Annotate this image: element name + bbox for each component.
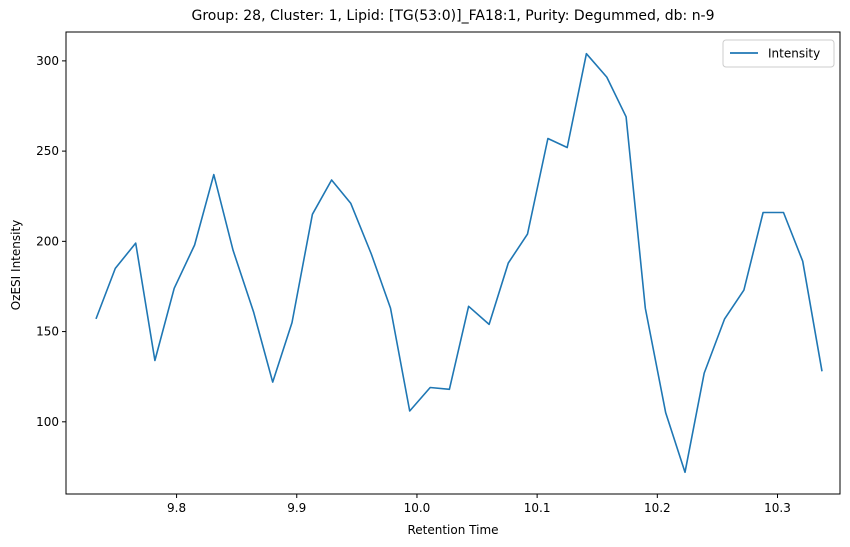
x-tick-label: 10.2 — [644, 501, 671, 515]
legend-label-intensity: Intensity — [768, 47, 820, 61]
y-tick-label: 200 — [36, 234, 59, 248]
x-tick-label: 9.9 — [287, 501, 306, 515]
x-tick-label: 10.1 — [524, 501, 551, 515]
chart-title: Group: 28, Cluster: 1, Lipid: [TG(53:0)]… — [191, 8, 714, 24]
y-tick-label: 300 — [36, 54, 59, 68]
legend-box — [722, 39, 835, 68]
y-tick-label: 250 — [36, 144, 59, 158]
x-axis-label: Retention Time — [407, 523, 498, 537]
series-layer — [95, 52, 823, 474]
series-line-intensity — [95, 52, 823, 474]
y-axis-label: OzESI Intensity — [9, 220, 23, 311]
plot-area: 9.8 9.9 10.0 10.1 10.2 10.3 100 150 200 250 300 — [36, 31, 841, 515]
y-tick-label: 150 — [36, 325, 59, 339]
legend: Intensity — [722, 39, 835, 68]
x-axis-ticks: 9.8 9.9 10.0 10.1 10.2 10.3 — [167, 494, 791, 515]
y-axis-ticks: 100 150 200 250 300 — [36, 54, 66, 429]
x-tick-label: 9.8 — [167, 501, 186, 515]
y-tick-label: 100 — [36, 415, 59, 429]
plot-frame — [65, 31, 841, 495]
x-tick-label: 10.0 — [404, 501, 431, 515]
x-tick-label: 10.3 — [764, 501, 791, 515]
